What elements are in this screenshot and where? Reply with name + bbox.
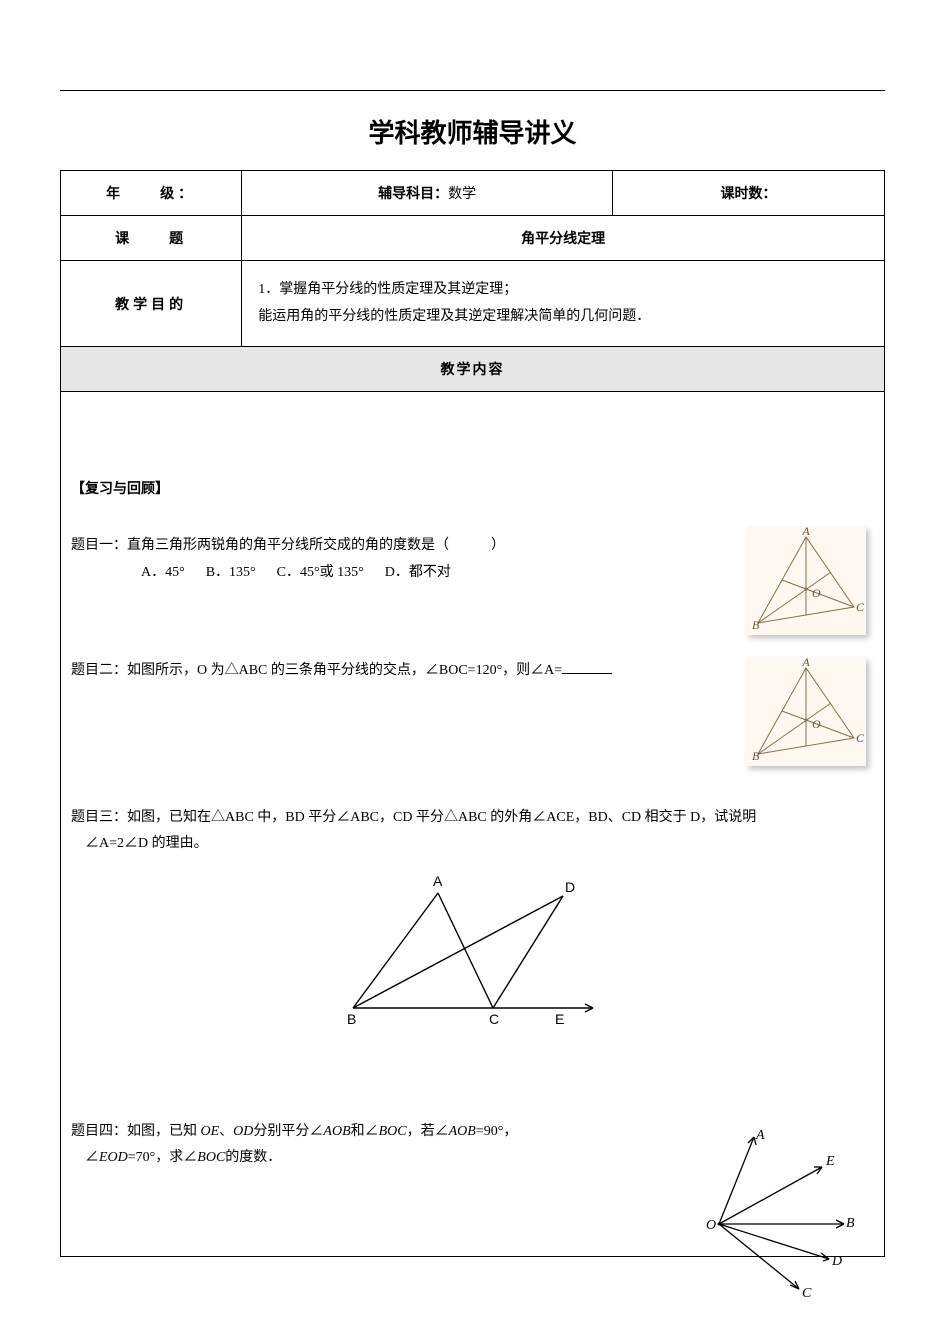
svg-text:A: A	[801, 658, 810, 669]
q4-od: OD	[233, 1124, 253, 1139]
goal-line-1: 1．掌握角平分线的性质定理及其逆定理；	[258, 282, 517, 297]
q4-sep1: 、	[219, 1124, 233, 1139]
q4-l1a: 题目四：如图，已知	[71, 1124, 201, 1139]
grade-cell: 年 级：	[61, 171, 242, 216]
rays-diagram-icon: A E B D C O	[684, 1129, 854, 1299]
svg-text:E: E	[555, 1011, 564, 1027]
svg-text:A: A	[433, 873, 443, 889]
q3-line1: 题目三：如图，已知在△ABC 中，BD 平分∠ABC，CD 平分△ABC 的外角…	[71, 805, 874, 832]
table-row: 课 题 角平分线定理	[61, 216, 885, 261]
svg-text:A: A	[755, 1129, 765, 1143]
svg-text:D: D	[831, 1254, 842, 1269]
svg-text:C: C	[856, 731, 865, 745]
q1-opt-d: D．都不对	[385, 565, 451, 580]
q4-boc: BOC	[379, 1124, 407, 1139]
goal-value-cell: 1．掌握角平分线的性质定理及其逆定理； 能运用角的平分线的性质定理及其逆定理解决…	[242, 261, 885, 347]
svg-text:O: O	[706, 1218, 716, 1233]
q1-figure: A B C O	[746, 527, 866, 646]
q4-l1e: =90°，	[476, 1124, 518, 1139]
question-3: 题目三：如图，已知在△ABC 中，BD 平分∠ABC，CD 平分△ABC 的外角…	[71, 805, 874, 1039]
svg-text:B: B	[752, 618, 760, 632]
q3-figure: A D B C E	[71, 868, 874, 1039]
q4-eod: EOD	[99, 1150, 128, 1165]
q4-l1b: 分别平分∠	[253, 1124, 323, 1139]
question-1: 题目一：直角三角形两锐角的角平分线所交成的角的度数是（ ） A．45° B．13…	[71, 533, 874, 586]
q2-stem: 题目二：如图所示，O 为△ABC 的三条角平分线的交点，∠BOC=120°，则∠…	[71, 663, 562, 678]
svg-text:E: E	[825, 1154, 835, 1169]
svg-text:O: O	[812, 586, 821, 600]
grade-label: 年 级：	[106, 187, 196, 202]
question-2: 题目二：如图所示，O 为△ABC 的三条角平分线的交点，∠BOC=120°，则∠…	[71, 658, 874, 685]
question-4: 题目四：如图，已知 OE、OD分别平分∠AOB和∠BOC，若∠AOB=90°， …	[71, 1119, 874, 1172]
q4-aob: AOB	[323, 1124, 350, 1139]
goal-label: 教学目的	[115, 298, 187, 313]
topic-value-cell: 角平分线定理	[242, 216, 885, 261]
q3-line2: ∠A=2∠D 的理由。	[71, 831, 874, 858]
q4-oe: OE	[201, 1124, 220, 1139]
content-header: 教学内容	[61, 347, 885, 392]
q1-opt-c: C．45°或 135°	[277, 565, 364, 580]
document-page: 学科教师辅导讲义 年 级： 辅导科目：数学 课时数： 课 题 角平分线定理 教学…	[0, 0, 945, 1337]
q4-aob2: AOB	[449, 1124, 476, 1139]
table-row: 年 级： 辅导科目：数学 课时数：	[61, 171, 885, 216]
q4-boc2: BOC	[197, 1150, 225, 1165]
triangle-diagram-icon: A B C O	[746, 658, 866, 766]
goal-label-cell: 教学目的	[61, 261, 242, 347]
angle-bisector-diagram-icon: A D B C E	[333, 868, 613, 1028]
q2-blank	[562, 659, 612, 674]
q4-figure: A E B D C O	[684, 1129, 854, 1310]
topic-label-cell: 课 题	[61, 216, 242, 261]
goal-line-2: 能运用角的平分线的性质定理及其逆定理解决简单的几何问题．	[258, 309, 650, 324]
section-tag: 【复习与回顾】	[71, 477, 874, 504]
svg-text:B: B	[846, 1216, 854, 1231]
hours-label: 课时数：	[721, 187, 777, 202]
svg-text:B: B	[752, 749, 760, 763]
meta-table: 年 级： 辅导科目：数学 课时数： 课 题 角平分线定理 教学目的 1．掌握角平…	[60, 170, 885, 1257]
svg-text:C: C	[802, 1286, 812, 1299]
svg-text:D: D	[565, 879, 575, 895]
svg-text:O: O	[812, 717, 821, 731]
table-row: 教学目的 1．掌握角平分线的性质定理及其逆定理； 能运用角的平分线的性质定理及其…	[61, 261, 885, 347]
q1-opt-b: B．135°	[206, 565, 256, 580]
table-row: 教学内容	[61, 347, 885, 392]
hours-cell: 课时数：	[613, 171, 885, 216]
q1-opt-a: A．45°	[141, 565, 185, 580]
triangle-diagram-icon: A B C O	[746, 527, 866, 635]
svg-text:C: C	[489, 1011, 499, 1027]
subject-value: 数学	[448, 187, 476, 202]
subject-label: 辅导科目：	[378, 187, 448, 202]
top-rule	[60, 90, 885, 91]
topic-label: 课 题	[115, 232, 187, 247]
q4-l2b: =70°，求∠	[128, 1150, 198, 1165]
content-cell: 【复习与回顾】 题目一：直角三角形两锐角的角平分线所交成的角的度数是（ ） A．…	[61, 392, 885, 1257]
q4-l2c: 的度数．	[225, 1150, 281, 1165]
svg-text:A: A	[801, 527, 810, 538]
subject-cell: 辅导科目：数学	[242, 171, 613, 216]
svg-text:B: B	[347, 1011, 356, 1027]
svg-text:C: C	[856, 600, 865, 614]
table-row: 【复习与回顾】 题目一：直角三角形两锐角的角平分线所交成的角的度数是（ ） A．…	[61, 392, 885, 1257]
q2-figure: A B C O	[746, 658, 866, 777]
q4-l2a: ∠	[71, 1150, 99, 1165]
topic-value: 角平分线定理	[521, 232, 605, 247]
page-title: 学科教师辅导讲义	[60, 113, 885, 150]
q4-l1c: 和∠	[351, 1124, 379, 1139]
q4-l1d: ，若∠	[407, 1124, 449, 1139]
